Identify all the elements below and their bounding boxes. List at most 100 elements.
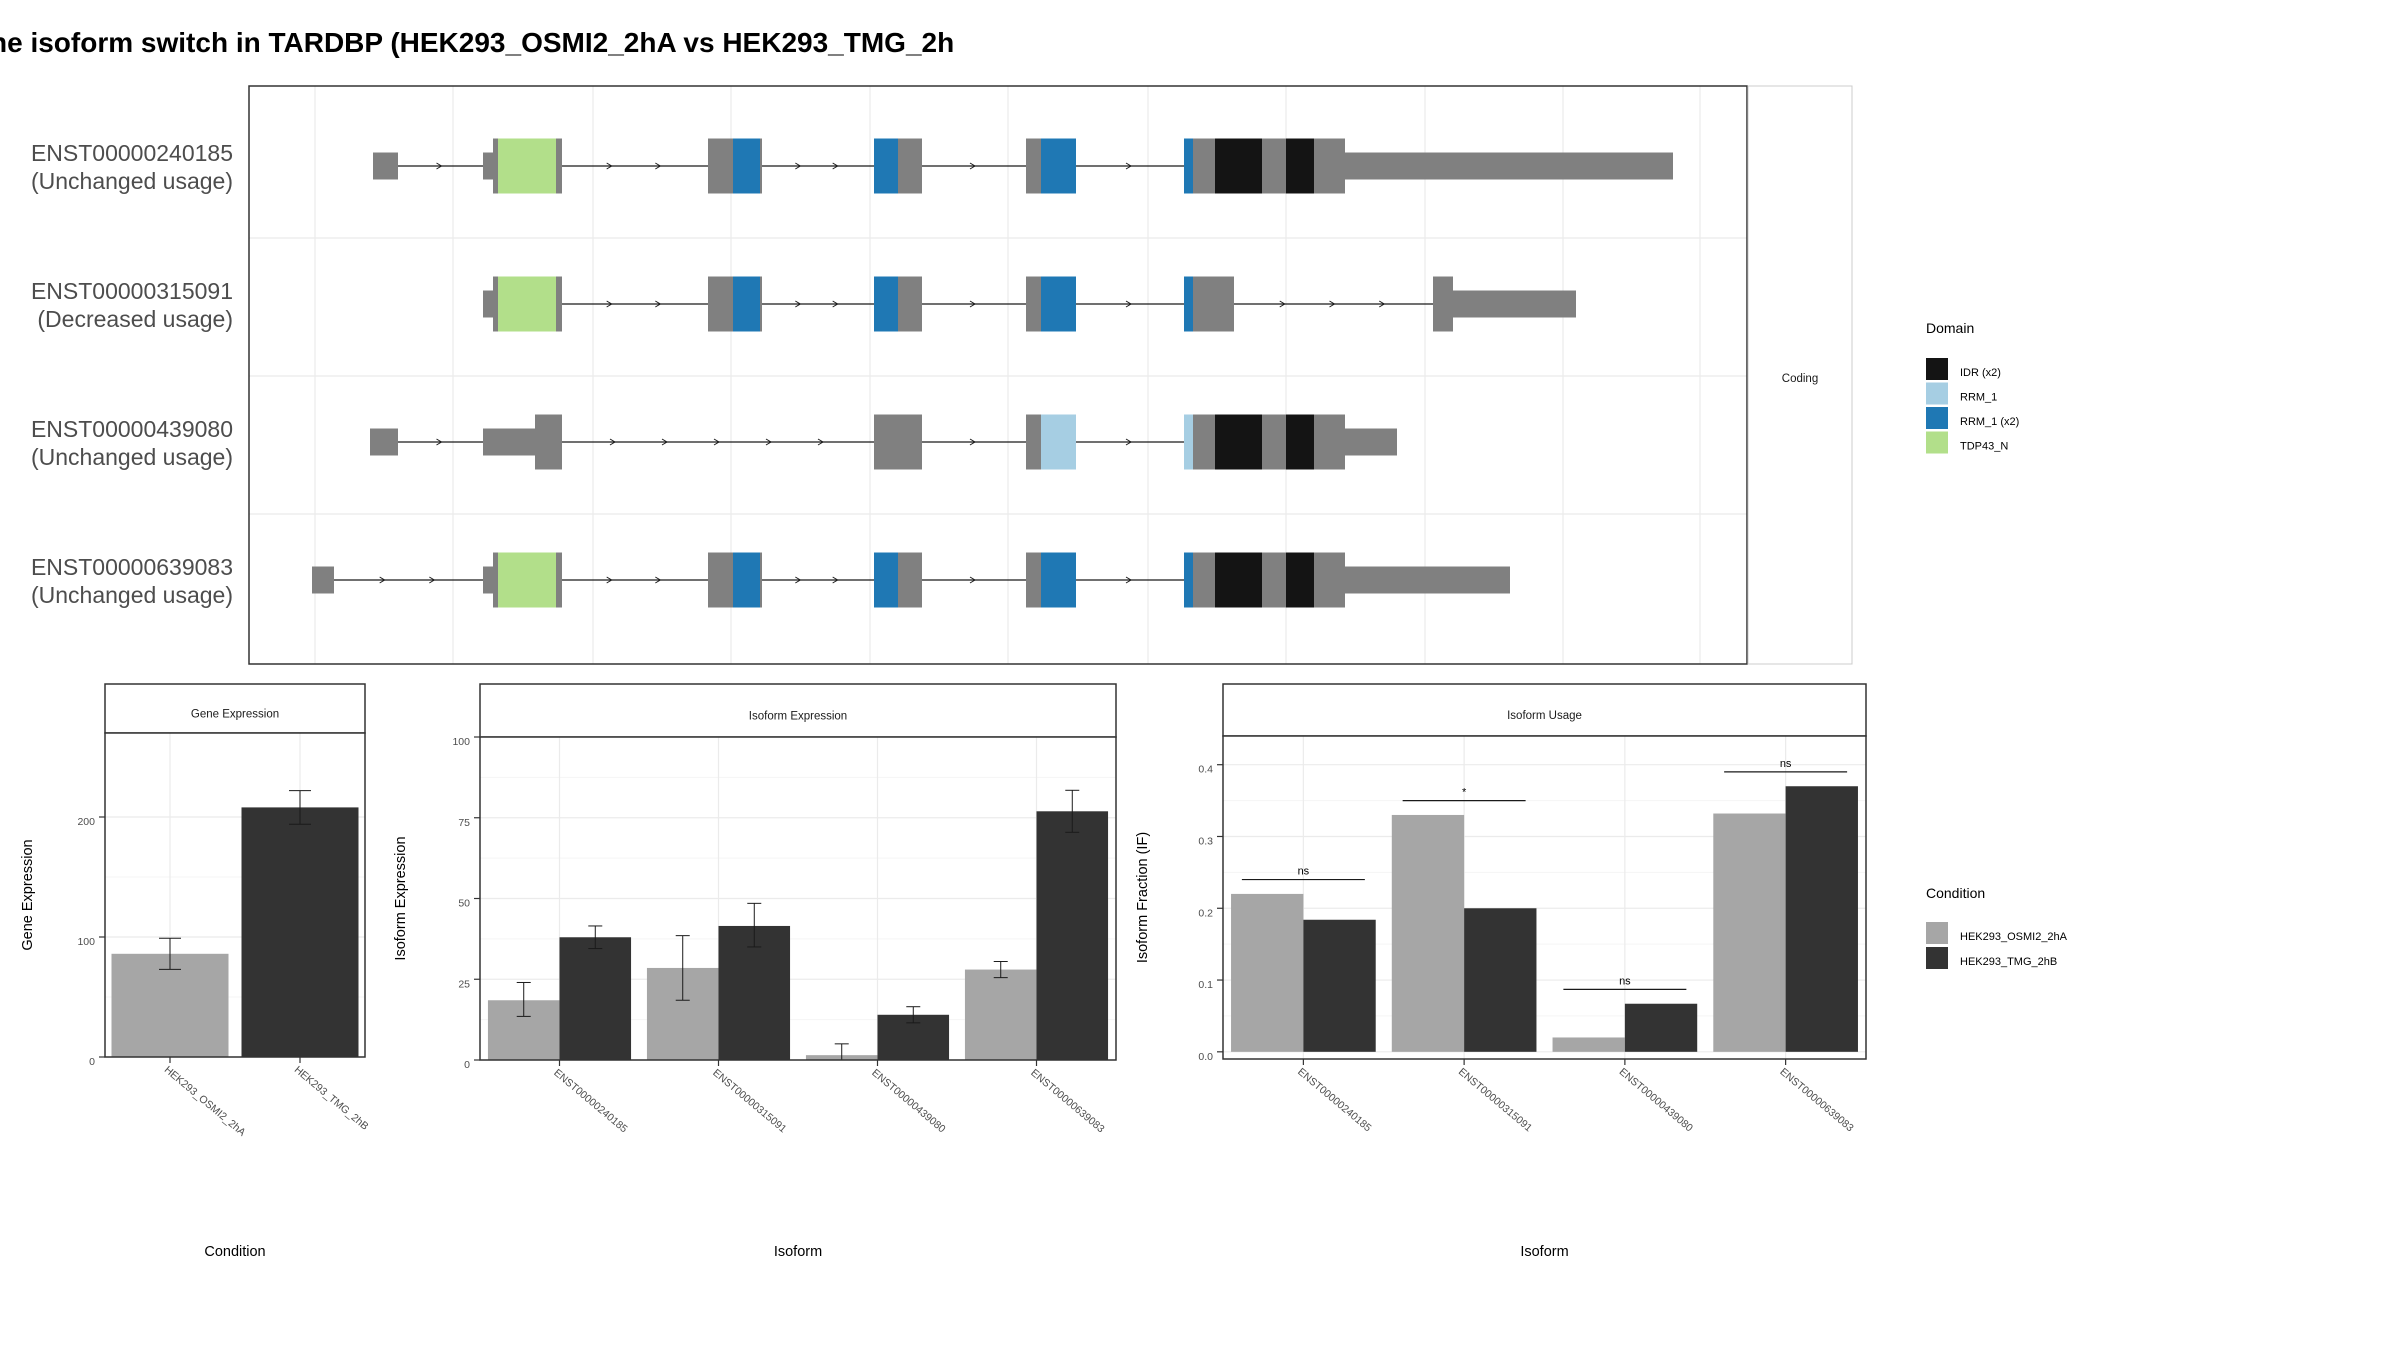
bar xyxy=(1785,786,1858,1052)
transcript-labels: ENST00000240185(Unchanged usage)ENST0000… xyxy=(31,140,233,608)
intron-direction-arrow xyxy=(1125,576,1132,584)
domain-block xyxy=(874,552,898,608)
exon-block xyxy=(1184,414,1345,470)
condition-legend-swatch xyxy=(1926,947,1948,969)
domain-block xyxy=(1215,414,1262,470)
intron-direction-arrow xyxy=(606,576,613,584)
x-tick-label: ENST00000439080 xyxy=(1617,1066,1695,1135)
bar xyxy=(1036,811,1109,1060)
bar xyxy=(241,807,359,1057)
y-tick-label: 0.4 xyxy=(1198,764,1213,776)
domain-block xyxy=(498,552,556,608)
exon-block xyxy=(1345,152,1673,180)
y-tick-label: 25 xyxy=(458,978,470,990)
transcript-id-label: ENST00000240185 xyxy=(31,140,233,166)
intron-direction-arrow xyxy=(832,300,839,308)
intron-direction-arrow xyxy=(765,438,772,446)
domain-legend-title: Domain xyxy=(1926,320,1974,336)
domain-block xyxy=(1215,552,1262,608)
chart-strip xyxy=(104,683,366,734)
chart-panel-2: Isoform Expression 0 25 50 75 100 ENST00000240… xyxy=(393,683,1117,1260)
transcript-id-label: ENST00000315091 xyxy=(31,278,233,304)
domain-block xyxy=(874,138,898,194)
x-tick-label: ENST00000639083 xyxy=(1028,1067,1106,1136)
bar-chart-panels: Gene Expression 0 100 200 HEK293_OSMI2_2hA HE… xyxy=(20,683,1867,1260)
exon-block xyxy=(1345,566,1510,594)
transcript-usage-label: (Unchanged usage) xyxy=(31,168,233,194)
y-tick-label: 0 xyxy=(89,1056,95,1068)
domain-block xyxy=(1041,552,1076,608)
bar xyxy=(1391,814,1465,1052)
intron-direction-arrow xyxy=(655,162,662,170)
x-axis-title: Isoform xyxy=(1520,1244,1568,1260)
bar xyxy=(111,953,229,1057)
bar xyxy=(1624,1003,1698,1052)
intron-direction-arrow xyxy=(1125,300,1132,308)
x-tick-label: ENST00000315091 xyxy=(710,1067,788,1136)
intron-direction-arrow xyxy=(1125,438,1132,446)
chart-panel-1: Gene Expression 0 100 200 HEK293_OSMI2_2hA HE… xyxy=(20,683,371,1260)
domain-block xyxy=(1184,414,1193,470)
y-tick-label: 200 xyxy=(77,816,95,828)
domain-block xyxy=(1184,276,1193,332)
bar xyxy=(1231,893,1304,1052)
coding-strip xyxy=(1747,85,1853,665)
bar xyxy=(1464,908,1537,1052)
exon-block xyxy=(874,414,922,470)
domain-legend: Domain IDR (x2) RRM_1 RRM_1 (x2) TDP43_N xyxy=(1926,320,2019,454)
x-axis-title: Condition xyxy=(204,1244,265,1260)
bar xyxy=(718,925,791,1060)
transcript-id-label: ENST00000439080 xyxy=(31,416,233,442)
bar xyxy=(964,969,1037,1060)
chart-strip-title: Isoform Expression xyxy=(749,711,847,723)
y-tick-label: 100 xyxy=(452,736,470,748)
x-tick-label: ENST00000639083 xyxy=(1777,1066,1855,1135)
condition-legend-label: HEK293_TMG_2hB xyxy=(1960,956,2057,968)
condition-legend-title: Condition xyxy=(1926,885,1985,901)
transcript-usage-label: (Unchanged usage) xyxy=(31,582,233,608)
exon-block xyxy=(1184,138,1345,194)
domain-block xyxy=(733,552,760,608)
x-tick-label: ENST00000240185 xyxy=(1295,1066,1373,1135)
exon-block xyxy=(535,414,562,470)
exon-block xyxy=(312,566,334,594)
transcript-id-label: ENST00000639083 xyxy=(31,554,233,580)
x-tick-label: HEK293_OSMI2_2hA xyxy=(162,1064,248,1139)
intron-direction-arrow xyxy=(661,438,668,446)
transcript-tracks xyxy=(312,138,1673,608)
significance-label: ns xyxy=(1780,758,1792,770)
intron-direction-arrow xyxy=(655,300,662,308)
intron-direction-arrow xyxy=(436,162,443,170)
intron-direction-arrow xyxy=(795,576,802,584)
intron-direction-arrow xyxy=(817,438,824,446)
domain-block xyxy=(1041,414,1076,470)
chart-plot-border xyxy=(104,732,366,1058)
y-tick-label: 75 xyxy=(458,817,470,829)
domain-block xyxy=(1286,552,1314,608)
domain-block xyxy=(733,276,760,332)
intron-direction-arrow xyxy=(969,438,976,446)
domain-legend-label: RRM_1 (x2) xyxy=(1960,416,2019,428)
y-tick-label: 0 xyxy=(464,1059,470,1071)
domain-block xyxy=(733,138,760,194)
y-tick-label: 50 xyxy=(458,898,470,910)
intron-direction-arrow xyxy=(1378,300,1386,308)
chart-strip-title: Gene Expression xyxy=(191,709,279,721)
exon-block xyxy=(373,152,398,180)
intron-direction-arrow xyxy=(969,576,976,584)
domain-block xyxy=(1041,276,1076,332)
x-tick-label: ENST00000240185 xyxy=(551,1067,629,1136)
chart-strip-title: Isoform Usage xyxy=(1507,710,1582,722)
intron-direction-arrow xyxy=(832,162,839,170)
y-tick-label: 100 xyxy=(77,936,95,948)
bar xyxy=(559,937,632,1060)
coding-strip-label: Coding xyxy=(1782,373,1818,385)
domain-block xyxy=(498,138,556,194)
exon-block xyxy=(1453,290,1576,318)
intron-direction-arrow xyxy=(436,438,443,446)
exon-block xyxy=(370,428,398,456)
transcript-usage-label: (Unchanged usage) xyxy=(31,444,233,470)
chart-strip xyxy=(1222,683,1867,737)
figure-title: ne isoform switch in TARDBP (HEK293_OSMI… xyxy=(0,27,954,58)
